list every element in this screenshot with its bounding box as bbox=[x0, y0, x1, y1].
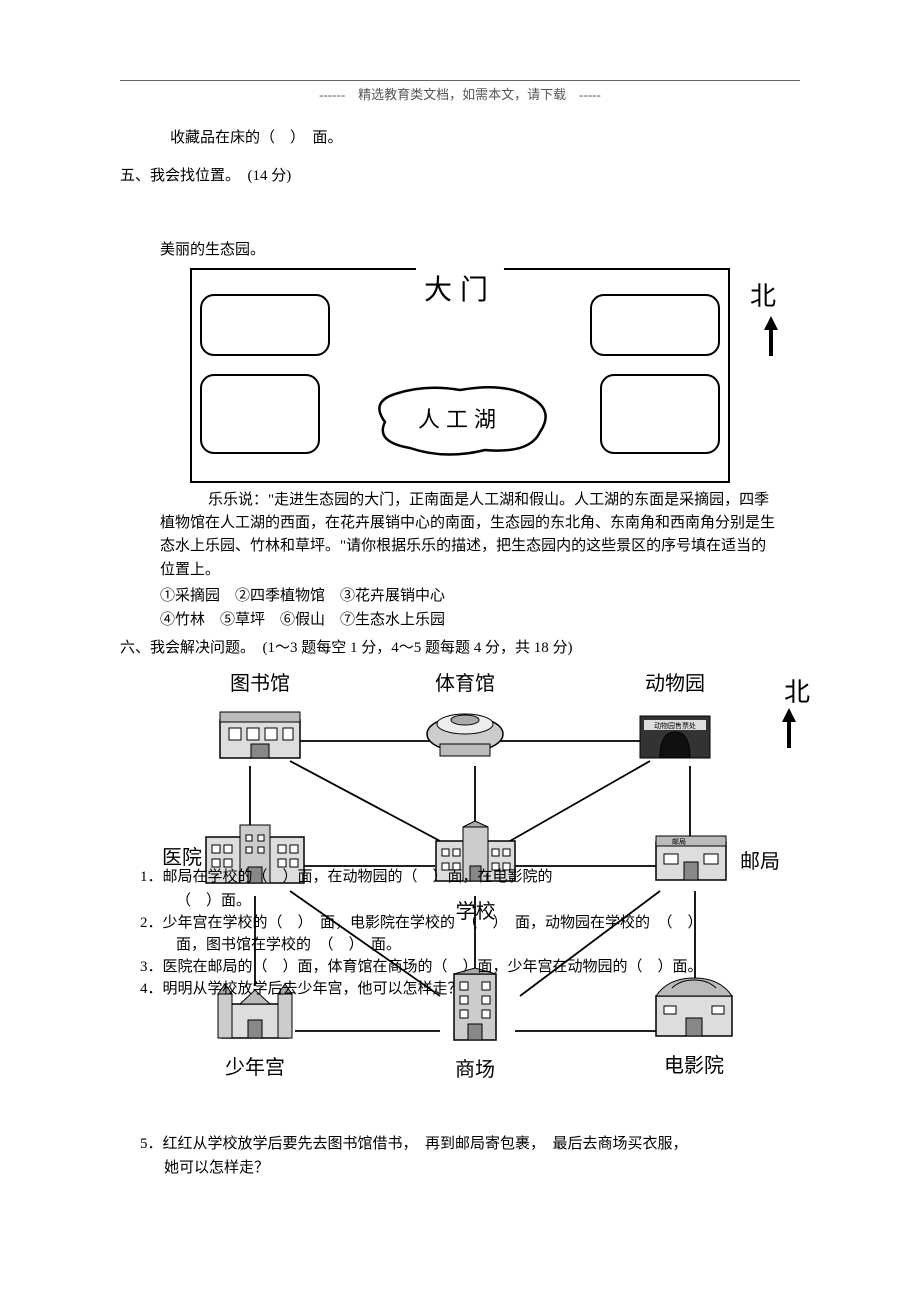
cinema-label: 电影院 bbox=[648, 1050, 740, 1082]
header-label: ------ 精选教育类文档，如需本文，请下载 ----- bbox=[120, 85, 800, 106]
north-label: 北 bbox=[750, 276, 776, 318]
place-gym: 体育馆 bbox=[420, 668, 510, 770]
gym-icon bbox=[420, 702, 510, 762]
prev-question-line: 收藏品在床的（ ） 面。 bbox=[170, 126, 800, 150]
svg-text:邮局: 邮局 bbox=[672, 837, 686, 846]
park-slot-e[interactable] bbox=[600, 374, 720, 454]
park-slot-ne[interactable] bbox=[590, 294, 720, 356]
gym-label: 体育馆 bbox=[420, 668, 510, 700]
north-arrow-icon bbox=[762, 316, 780, 361]
park-caption: 美丽的生态园。 bbox=[160, 238, 800, 262]
eco-park-diagram: 北 大门 人工湖 bbox=[190, 268, 800, 483]
library-icon bbox=[215, 702, 305, 762]
library-label: 图书馆 bbox=[215, 668, 305, 700]
lake-shape: 人工湖 bbox=[365, 382, 555, 457]
park-legend-1: ①采摘园 ②四季植物馆 ③花卉展销中心 bbox=[160, 584, 800, 608]
park-description: 乐乐说："走进生态园的大门，正南面是人工湖和假山。人工湖的东面是采摘园，四季植物… bbox=[160, 489, 780, 582]
q5-line-b: 她可以怎样走？ bbox=[164, 1156, 800, 1180]
lake-label: 人工湖 bbox=[418, 402, 502, 437]
zoo-label: 动物园 bbox=[630, 668, 720, 700]
q2-line-a: 2．少年宫在学校的（ ） 面，电影院在学校的 （ ） 面，动物园在学校的 （ ） bbox=[140, 912, 820, 935]
q4-line: 4．明明从学校放学后去少年宫，他可以怎样走？ bbox=[140, 978, 800, 1001]
q2-line-b: 面，图书馆在学校的 （ ） 面。 bbox=[176, 934, 796, 957]
dashes-left: ------ bbox=[319, 87, 345, 102]
q5-line-a: 5．红红从学校放学后要先去图书馆借书， 再到邮局寄包裹， 最后去商场买衣服， bbox=[140, 1132, 800, 1156]
gate-label: 大门 bbox=[416, 268, 504, 313]
park-legend-2: ④竹林 ⑤草坪 ⑥假山 ⑦生态水上乐园 bbox=[160, 608, 800, 632]
q1-line-a: 1．邮局在学校的（ ）面，在动物园的（ ）面，在电影院的 bbox=[140, 866, 800, 889]
header-text: 精选教育类文档，如需本文，请下载 bbox=[358, 87, 566, 102]
park-slot-nw[interactable] bbox=[200, 294, 330, 356]
city-map-diagram: 北 图书馆 体育馆 动物园 动物园售票处 医院 学校 邮局 bbox=[160, 666, 800, 1086]
park-border: 大门 人工湖 bbox=[190, 268, 730, 483]
place-library: 图书馆 bbox=[215, 668, 305, 770]
north-arrow-icon-2 bbox=[780, 708, 798, 756]
header-rule bbox=[120, 80, 800, 81]
dashes-right: ----- bbox=[579, 87, 601, 102]
section-5-title: 五、我会找位置。 (14 分) bbox=[120, 164, 800, 188]
mall-label: 商场 bbox=[440, 1054, 510, 1086]
q3-line: 3．医院在邮局的（ ）面，体育馆在商场的（ ）面，少年宫在动物园的（ ）面。 bbox=[140, 956, 820, 979]
youth-label: 少年宫 bbox=[210, 1052, 300, 1084]
zoo-icon: 动物园售票处 bbox=[630, 702, 720, 762]
park-slot-w[interactable] bbox=[200, 374, 320, 454]
q1-line-b: （ ）面。 bbox=[176, 890, 796, 913]
q5-block: 5．红红从学校放学后要先去图书馆借书， 再到邮局寄包裹， 最后去商场买衣服， 她… bbox=[140, 1132, 800, 1180]
svg-text:动物园售票处: 动物园售票处 bbox=[654, 721, 696, 730]
section-6-title: 六、我会解决问题。 (1～3 题每空 1 分，4～5 题每题 4 分，共 18 … bbox=[120, 636, 800, 660]
place-zoo: 动物园 动物园售票处 bbox=[630, 668, 720, 770]
